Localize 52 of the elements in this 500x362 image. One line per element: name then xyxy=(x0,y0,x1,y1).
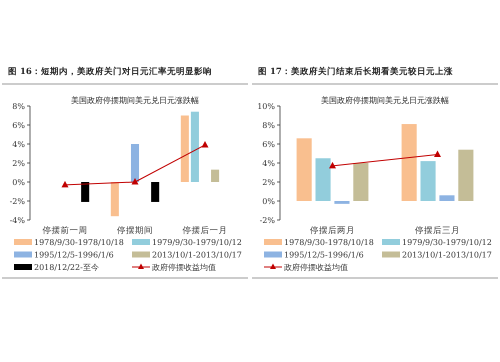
y-tick-label: 6% xyxy=(12,121,26,130)
bar xyxy=(211,170,220,182)
chart-title: 图 16：短期内，美政府关门对日元汇率无明显影响 xyxy=(8,66,212,77)
bar xyxy=(81,182,90,202)
legend-label: 2013/10/1-2013/10/17 xyxy=(152,250,242,260)
bar xyxy=(110,182,119,216)
y-tick-label: 6% xyxy=(262,140,276,149)
point xyxy=(62,180,68,188)
point xyxy=(132,178,138,184)
bar xyxy=(151,182,160,202)
y-tick-label: -4% xyxy=(10,216,26,225)
y-tick-label: 2% xyxy=(262,178,276,187)
bar xyxy=(190,112,199,182)
legend-label: 1995/12/5-1996/1/6 xyxy=(284,250,364,260)
x-tick-label: 停摆后一月 xyxy=(182,225,228,236)
bar xyxy=(420,161,436,201)
y-tick-label: 10% xyxy=(257,102,276,111)
bar xyxy=(334,201,350,204)
legend-label: 政府停摆收益均值 xyxy=(284,263,348,272)
y-tick-label: 0% xyxy=(12,178,26,187)
x-tick-label: 停摆后三月 xyxy=(415,225,460,236)
y-tick-label: 4% xyxy=(12,140,26,149)
legend-label: 1978/9/30-1978/10/18 xyxy=(284,238,374,247)
y-tick-label: 2% xyxy=(12,159,26,168)
legend-label: 2018/12/22-至今 xyxy=(34,263,99,272)
bar xyxy=(402,124,417,201)
bar xyxy=(296,138,312,201)
legend-label: 1979/9/30-1979/10/12 xyxy=(402,238,492,247)
chart-subtitle: 美国政府停摆期间美元兑日元涨跌幅 xyxy=(321,96,449,105)
bar xyxy=(315,158,331,201)
bar xyxy=(353,163,368,201)
bar xyxy=(130,144,140,182)
legend-label: 2013/10/1-2013/10/17 xyxy=(402,250,492,260)
y-tick-label: 4% xyxy=(262,159,276,168)
bar xyxy=(439,195,455,201)
legend-label: 1978/9/30-1978/10/18 xyxy=(34,238,124,247)
y-tick-label: -2% xyxy=(260,216,276,225)
chart-subtitle: 美国政府停摆期间美元兑日元涨跌幅 xyxy=(71,96,199,105)
y-tick-label: 0% xyxy=(262,197,276,206)
legend-label: 1995/12/5-1996/1/6 xyxy=(34,250,114,260)
legend-label: 1979/9/30-1979/10/12 xyxy=(152,238,242,247)
bar xyxy=(180,116,189,182)
bar xyxy=(458,150,474,201)
y-tick-label: -2% xyxy=(10,197,26,206)
x-tick-label: 停摆期间 xyxy=(117,225,153,236)
y-tick-label: 8% xyxy=(12,102,26,111)
chart-title: 图 17：美政府关门结束后长期看美元较日元上涨 xyxy=(258,66,454,77)
point xyxy=(202,140,208,148)
y-tick-label: 8% xyxy=(262,121,276,130)
x-tick-label: 停摆后两月 xyxy=(310,225,355,236)
x-tick-label: 停摆前一周 xyxy=(42,225,88,236)
legend-label: 政府停摆收益均值 xyxy=(152,263,216,272)
